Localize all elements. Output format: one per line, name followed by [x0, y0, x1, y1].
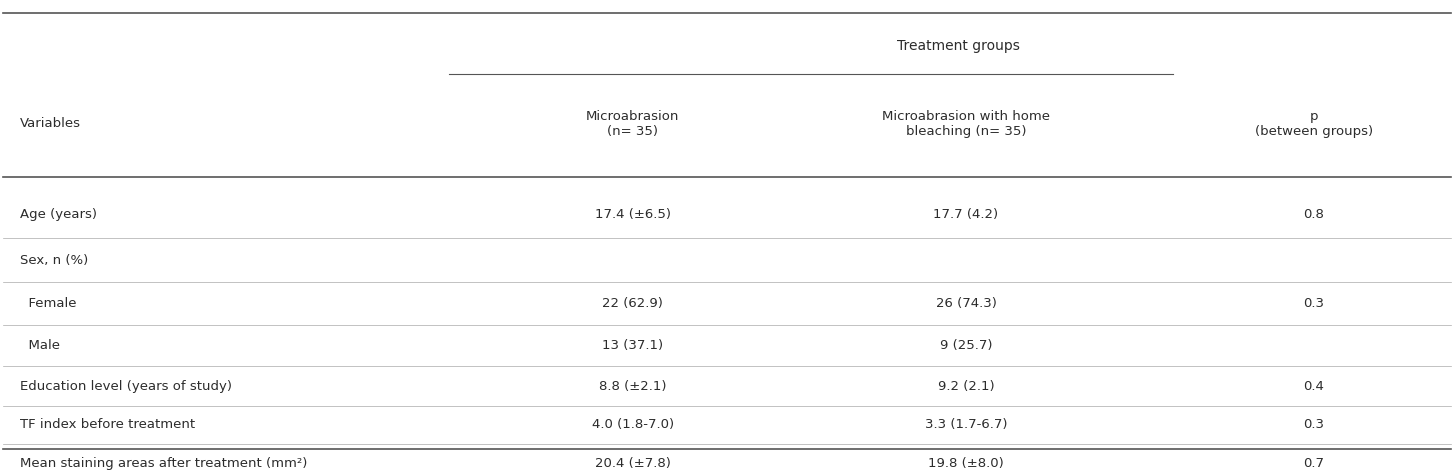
Text: Treatment groups: Treatment groups [897, 39, 1021, 53]
Text: 0.3: 0.3 [1303, 297, 1325, 311]
Text: Mean staining areas after treatment (mm²): Mean staining areas after treatment (mm²… [20, 457, 308, 470]
Text: p
(between groups): p (between groups) [1255, 110, 1373, 138]
Text: Microabrasion
(n= 35): Microabrasion (n= 35) [586, 110, 679, 138]
Text: 9 (25.7): 9 (25.7) [939, 339, 992, 353]
Text: Female: Female [20, 297, 77, 311]
Text: Education level (years of study): Education level (years of study) [20, 380, 233, 394]
Text: TF index before treatment: TF index before treatment [20, 418, 195, 431]
Text: 22 (62.9): 22 (62.9) [602, 297, 663, 311]
Text: 26 (74.3): 26 (74.3) [935, 297, 996, 311]
Text: 8.8 (±2.1): 8.8 (±2.1) [599, 380, 666, 394]
Text: 17.4 (±6.5): 17.4 (±6.5) [595, 209, 670, 221]
Text: Age (years): Age (years) [20, 209, 97, 221]
Text: 17.7 (4.2): 17.7 (4.2) [933, 209, 999, 221]
Text: 3.3 (1.7-6.7): 3.3 (1.7-6.7) [925, 418, 1008, 431]
Text: 0.7: 0.7 [1303, 457, 1325, 470]
Text: Microabrasion with home
bleaching (n= 35): Microabrasion with home bleaching (n= 35… [883, 110, 1050, 138]
Text: Variables: Variables [20, 117, 81, 130]
Text: Male: Male [20, 339, 60, 353]
Text: 19.8 (±8.0): 19.8 (±8.0) [928, 457, 1003, 470]
Text: 0.4: 0.4 [1303, 380, 1325, 394]
Text: 0.8: 0.8 [1303, 209, 1325, 221]
Text: 9.2 (2.1): 9.2 (2.1) [938, 380, 995, 394]
Text: Sex, n (%): Sex, n (%) [20, 254, 89, 267]
Text: 4.0 (1.8-7.0): 4.0 (1.8-7.0) [592, 418, 673, 431]
Text: 0.3: 0.3 [1303, 418, 1325, 431]
Text: 20.4 (±7.8): 20.4 (±7.8) [595, 457, 670, 470]
Text: 13 (37.1): 13 (37.1) [602, 339, 663, 353]
